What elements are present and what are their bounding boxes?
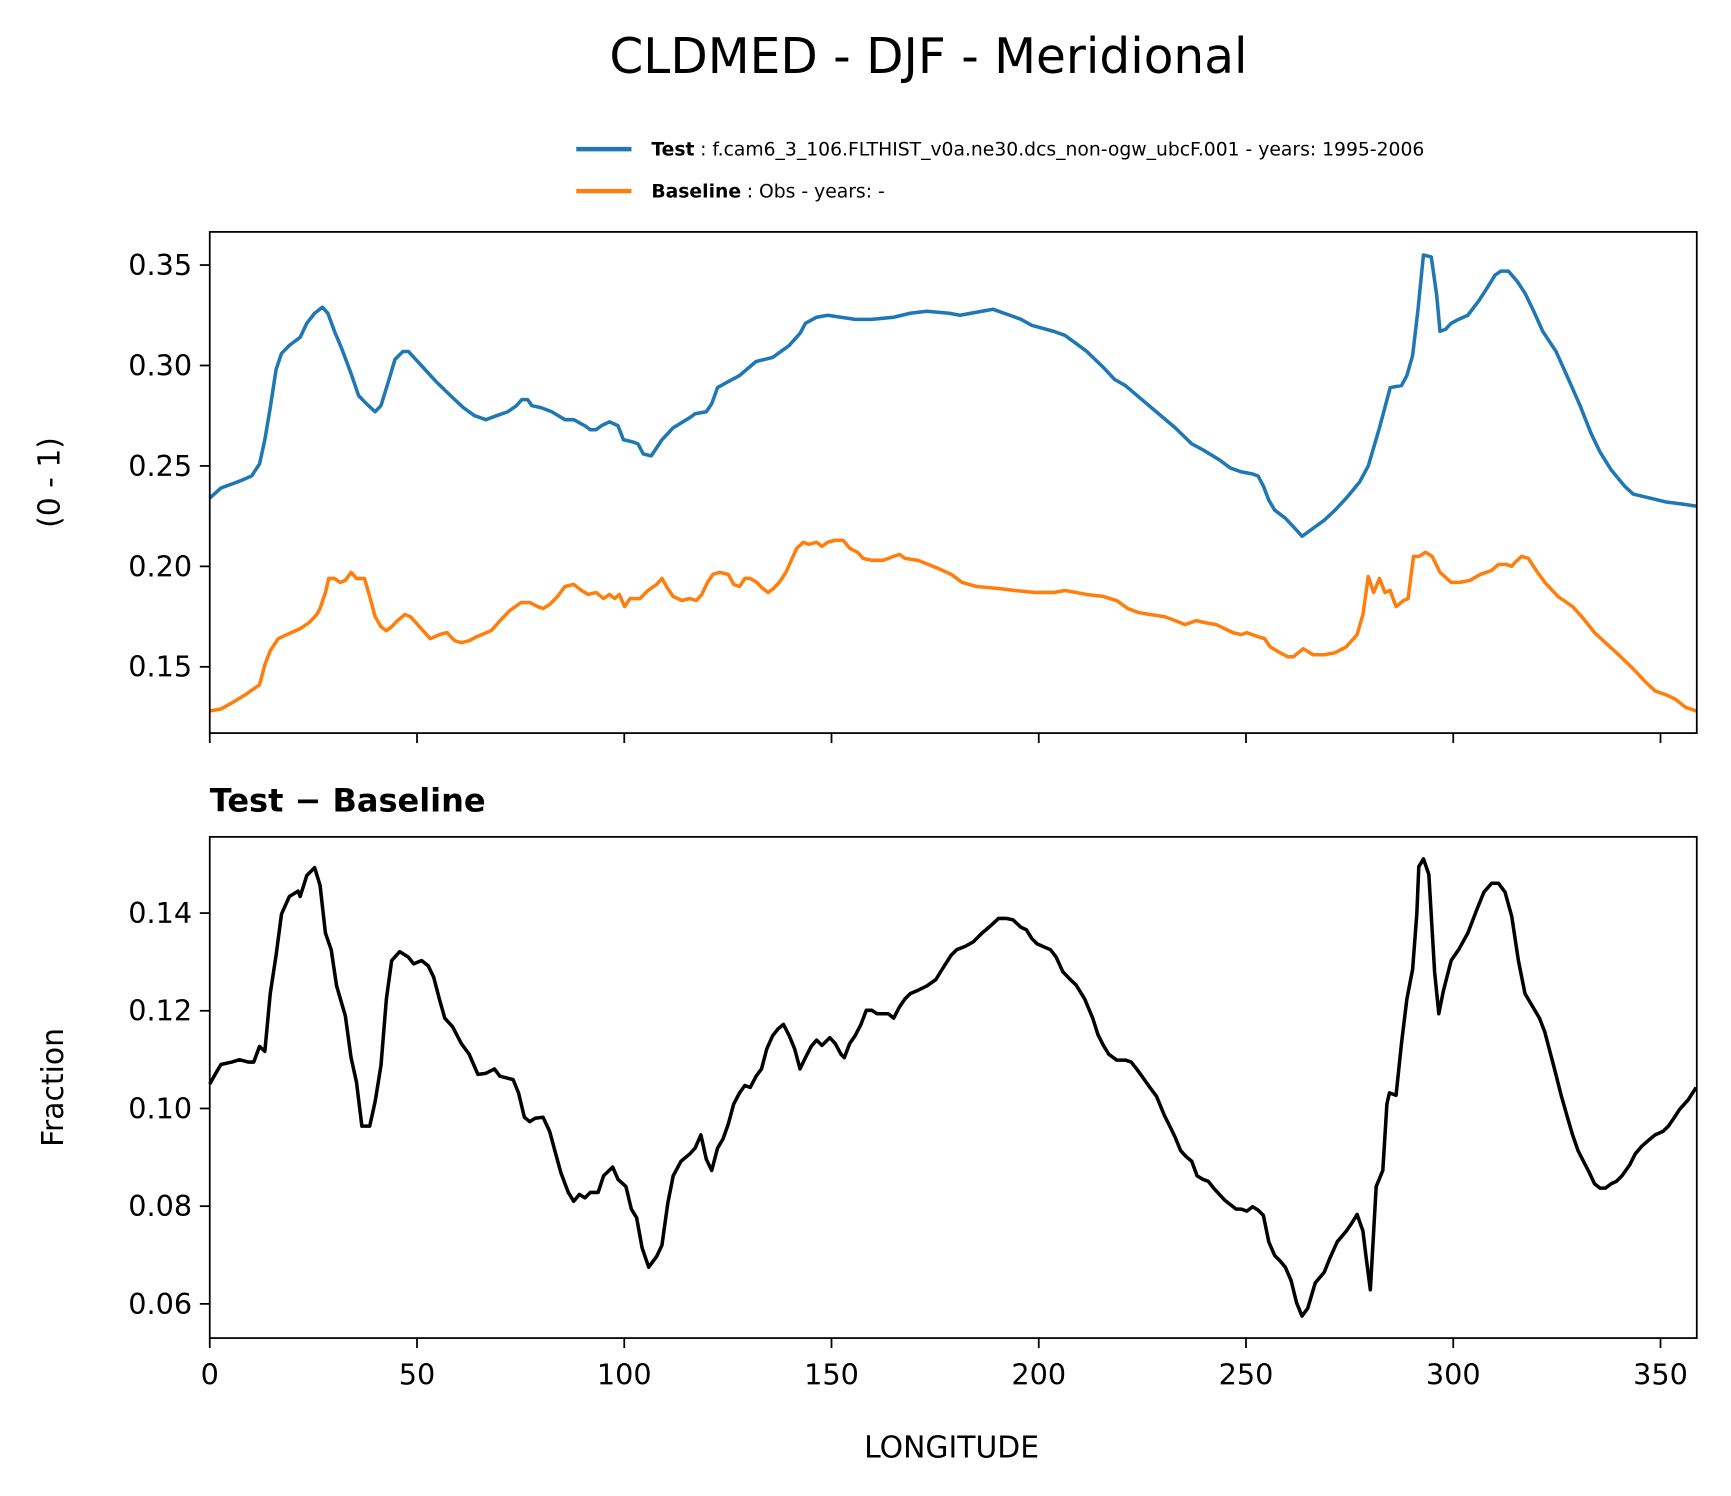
legend-label-test: Test (651, 140, 694, 161)
x-tick-label: 350 (1633, 1357, 1688, 1391)
y-tick-label: 0.08 (128, 1189, 192, 1223)
legend-desc-test: : f.cam6_3_106.FLTHIST_v0a.ne30.dcs_non-… (700, 140, 1424, 161)
y-tick-label: 0.12 (128, 994, 192, 1028)
legend-desc-baseline: : Obs - years: - (747, 182, 885, 203)
y-tick-label: 0.06 (128, 1287, 192, 1321)
y-tick-label: 0.10 (128, 1091, 192, 1125)
x-axis-label: LONGITUDE (864, 1430, 1039, 1465)
bottom-axes: 0 50 100 150 200 250 300 350 0.06 0.08 0.10 0.12 0.1… (128, 835, 1698, 1391)
y-tick-label: 0.20 (128, 549, 192, 583)
chart-title: CLDMED - DJF - Meridional (609, 29, 1247, 85)
y-tick-label: 0.25 (128, 449, 192, 483)
difference-panel-title: Test − Baseline (210, 781, 486, 819)
svg-text:Baseline : Obs - years:: Baseline : Obs - years: - (651, 182, 884, 203)
top-axes: 0.15 0.20 0.25 0.30 0.35 (128, 231, 1698, 744)
y-tick-label: 0.30 (128, 348, 192, 382)
x-tick-label: 250 (1219, 1357, 1274, 1391)
x-tick-label: 50 (399, 1357, 436, 1391)
series-line-test-baseline (208, 857, 1698, 1318)
x-tick-label: 150 (804, 1357, 859, 1391)
x-tick-label: 100 (597, 1357, 652, 1391)
legend-label-baseline: Baseline (651, 182, 741, 203)
y-tick-label: 0.35 (128, 248, 192, 282)
legend: Test : f.cam6_3_106.FLTHIST_v0a.ne30.dcs… (576, 140, 1424, 203)
axes-frame (208, 231, 1698, 734)
y-tick-label: 0.14 (128, 896, 192, 930)
top-y-axis-label: (0 - 1) (33, 437, 68, 528)
x-tick-label: 300 (1426, 1357, 1481, 1391)
series-line-test (208, 253, 1697, 539)
x-tick-label: 0 (201, 1357, 219, 1391)
svg-text:Test : f.cam6_3_106.FLTH: Test : f.cam6_3_106.FLTHIST_v0a.ne30.dcs… (651, 140, 1424, 161)
x-tick-label: 200 (1011, 1357, 1066, 1391)
bottom-y-axis-label: Fraction (36, 1028, 71, 1147)
series-line-baseline (209, 538, 1697, 713)
y-tick-label: 0.15 (128, 650, 192, 684)
axes-frame (208, 835, 1698, 1339)
